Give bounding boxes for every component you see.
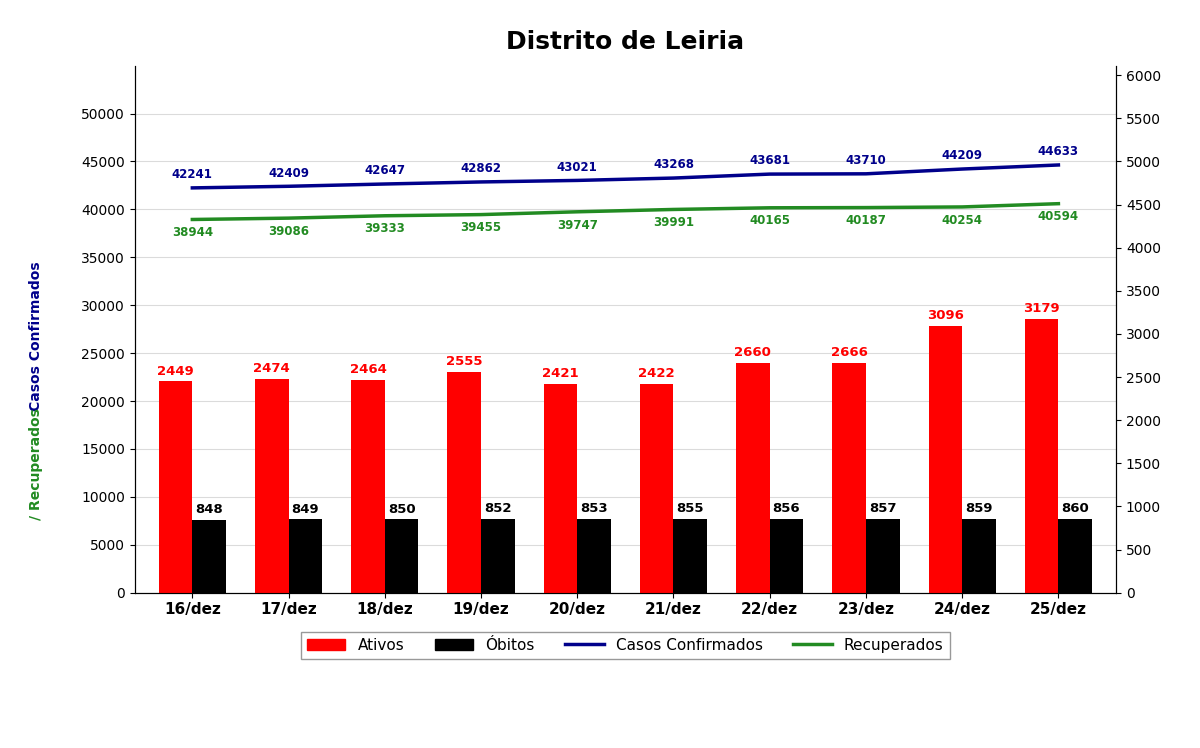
Text: 2474: 2474 xyxy=(253,363,290,375)
Bar xyxy=(962,518,996,592)
Bar xyxy=(448,373,481,592)
Text: 42241: 42241 xyxy=(172,168,212,181)
Text: 857: 857 xyxy=(869,502,896,515)
Text: 860: 860 xyxy=(1061,502,1090,515)
Text: 2660: 2660 xyxy=(734,346,772,360)
Text: 43268: 43268 xyxy=(653,159,694,171)
Bar xyxy=(736,364,769,592)
Bar xyxy=(640,384,673,592)
Text: 848: 848 xyxy=(196,503,223,515)
Bar xyxy=(385,519,419,592)
Bar xyxy=(288,519,323,592)
Text: 2449: 2449 xyxy=(157,364,194,378)
Text: 2666: 2666 xyxy=(830,346,868,359)
Text: 39991: 39991 xyxy=(653,216,694,229)
Bar xyxy=(866,519,900,592)
Text: 43710: 43710 xyxy=(846,154,887,167)
Text: 3179: 3179 xyxy=(1024,301,1060,315)
Text: 44209: 44209 xyxy=(942,150,983,162)
Text: 40594: 40594 xyxy=(1038,210,1079,224)
Text: 39086: 39086 xyxy=(268,225,310,238)
Text: Casos Confirmados: Casos Confirmados xyxy=(29,262,43,411)
Text: 856: 856 xyxy=(773,502,800,515)
Bar xyxy=(929,325,962,592)
Bar xyxy=(1058,518,1092,592)
Text: 2464: 2464 xyxy=(349,364,386,376)
Bar xyxy=(833,363,866,592)
Text: 855: 855 xyxy=(677,502,704,515)
Text: 40187: 40187 xyxy=(846,214,887,227)
Text: 43021: 43021 xyxy=(557,161,598,174)
Text: 39747: 39747 xyxy=(557,218,598,231)
Text: 859: 859 xyxy=(965,502,992,515)
Text: 2555: 2555 xyxy=(446,355,482,369)
Text: 39333: 39333 xyxy=(365,222,406,236)
Title: Distrito de Leiria: Distrito de Leiria xyxy=(506,30,744,54)
Text: 42862: 42862 xyxy=(461,162,502,175)
Text: 43681: 43681 xyxy=(749,154,791,168)
Bar xyxy=(1025,319,1058,592)
Bar xyxy=(254,379,288,592)
Text: 38944: 38944 xyxy=(172,226,212,239)
Text: 849: 849 xyxy=(292,503,319,515)
Text: 852: 852 xyxy=(484,503,511,515)
Text: 44633: 44633 xyxy=(1038,145,1079,159)
Bar xyxy=(158,381,192,592)
Text: 42647: 42647 xyxy=(365,165,406,177)
Text: 3096: 3096 xyxy=(926,309,964,322)
Text: 850: 850 xyxy=(388,503,415,515)
Text: 40165: 40165 xyxy=(749,215,791,227)
Legend: Ativos, Óbitos, Casos Confirmados, Recuperados: Ativos, Óbitos, Casos Confirmados, Recup… xyxy=(301,631,949,659)
Bar xyxy=(481,519,515,592)
Text: 42409: 42409 xyxy=(268,167,310,180)
Text: 2421: 2421 xyxy=(542,367,578,380)
Bar xyxy=(577,519,611,592)
Text: 2422: 2422 xyxy=(638,367,674,380)
Bar xyxy=(352,380,385,592)
Text: 40254: 40254 xyxy=(942,214,983,227)
Text: 39455: 39455 xyxy=(461,221,502,234)
Bar xyxy=(192,520,226,592)
Text: / Recuperados: / Recuperados xyxy=(29,408,43,520)
Text: 853: 853 xyxy=(581,503,608,515)
Bar xyxy=(673,519,707,592)
Bar xyxy=(769,519,804,592)
Bar xyxy=(544,384,577,592)
